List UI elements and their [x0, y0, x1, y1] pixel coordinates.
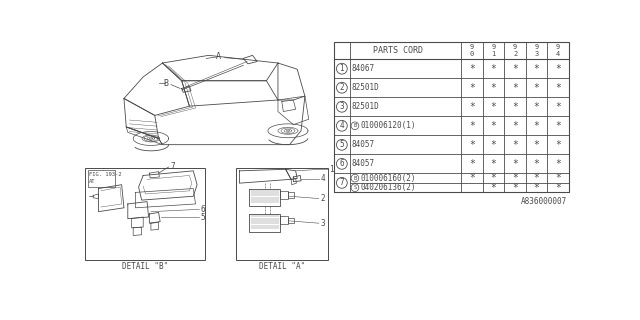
Text: 9
0: 9 0 — [470, 44, 474, 57]
Text: *: * — [491, 183, 497, 193]
Bar — [88, 170, 115, 187]
Text: *: * — [512, 64, 518, 74]
Text: DETAIL "A": DETAIL "A" — [259, 262, 305, 271]
Text: A: A — [216, 52, 221, 61]
Text: 7: 7 — [170, 163, 175, 172]
Text: 9
1: 9 1 — [492, 44, 495, 57]
Text: *: * — [556, 121, 561, 131]
Text: *: * — [491, 159, 497, 169]
Text: 2: 2 — [320, 194, 325, 203]
Text: A836000007: A836000007 — [521, 197, 568, 206]
Text: *: * — [556, 183, 561, 193]
Text: 4: 4 — [340, 121, 344, 130]
Text: *: * — [534, 159, 540, 169]
Text: *: * — [469, 159, 475, 169]
Text: *: * — [491, 121, 497, 131]
Text: *: * — [491, 64, 497, 74]
Text: *: * — [534, 64, 540, 74]
Text: *: * — [534, 102, 540, 112]
Text: *: * — [512, 102, 518, 112]
Text: B: B — [353, 123, 356, 128]
Text: AT: AT — [90, 179, 96, 184]
Text: 84057: 84057 — [352, 140, 375, 149]
Text: 1: 1 — [330, 165, 334, 174]
Bar — [86, 168, 205, 260]
Text: 9
2: 9 2 — [513, 44, 517, 57]
Text: 9
3: 9 3 — [534, 44, 539, 57]
Text: *: * — [556, 64, 561, 74]
Text: *: * — [469, 173, 475, 183]
Text: *: * — [556, 140, 561, 150]
Text: 5: 5 — [340, 140, 344, 149]
Text: 3: 3 — [340, 102, 344, 111]
Text: 84067: 84067 — [352, 64, 375, 73]
Text: *: * — [491, 102, 497, 112]
Text: *: * — [556, 83, 561, 93]
Text: FIG. 193-2: FIG. 193-2 — [90, 172, 122, 177]
Text: *: * — [534, 140, 540, 150]
Text: 82501D: 82501D — [352, 83, 380, 92]
Text: 84057: 84057 — [352, 159, 375, 168]
Text: *: * — [491, 83, 497, 93]
Text: 9
4: 9 4 — [556, 44, 561, 57]
Text: 4: 4 — [320, 174, 325, 183]
Bar — [334, 42, 569, 192]
Text: 1: 1 — [340, 64, 344, 73]
Text: *: * — [534, 121, 540, 131]
Text: 010006160(2): 010006160(2) — [360, 174, 416, 183]
Text: *: * — [469, 121, 475, 131]
Text: *: * — [556, 102, 561, 112]
Text: 5: 5 — [201, 212, 205, 221]
Text: 6: 6 — [201, 205, 205, 214]
Text: *: * — [534, 183, 540, 193]
Text: *: * — [512, 140, 518, 150]
Bar — [236, 168, 328, 260]
Text: *: * — [556, 159, 561, 169]
Text: *: * — [534, 173, 540, 183]
Text: 3: 3 — [320, 219, 325, 228]
Text: *: * — [512, 83, 518, 93]
Text: S: S — [353, 185, 356, 190]
Text: B: B — [353, 176, 356, 180]
Text: *: * — [556, 173, 561, 183]
Text: 82501D: 82501D — [352, 102, 380, 111]
Text: *: * — [469, 64, 475, 74]
Text: *: * — [512, 121, 518, 131]
Text: PARTS CORD: PARTS CORD — [372, 46, 422, 55]
Text: *: * — [491, 140, 497, 150]
Text: *: * — [512, 173, 518, 183]
Text: B: B — [164, 78, 169, 88]
Text: DETAIL "B": DETAIL "B" — [122, 262, 168, 271]
Text: 2: 2 — [340, 83, 344, 92]
Text: *: * — [469, 140, 475, 150]
Text: *: * — [512, 183, 518, 193]
Text: *: * — [512, 159, 518, 169]
Text: *: * — [491, 173, 497, 183]
Text: *: * — [469, 83, 475, 93]
Text: *: * — [534, 83, 540, 93]
Text: 040206136(2): 040206136(2) — [360, 183, 416, 192]
Text: *: * — [469, 102, 475, 112]
Text: 6: 6 — [340, 159, 344, 168]
Text: 7: 7 — [340, 178, 344, 188]
Text: 010006120(1): 010006120(1) — [360, 121, 416, 130]
